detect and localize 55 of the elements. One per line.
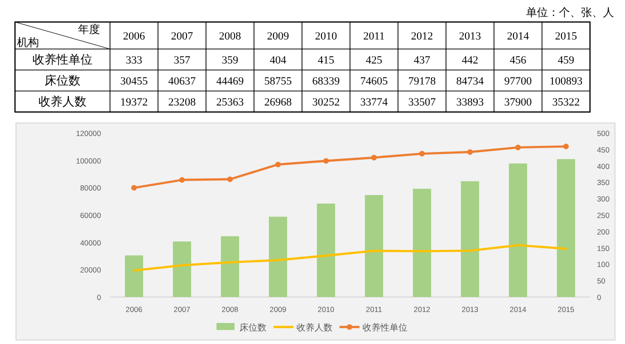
point (179, 177, 185, 183)
data-label: 35322 (552, 96, 580, 108)
data-label: 456 (510, 54, 527, 66)
point (419, 150, 425, 156)
legend-label: 收养性单位 (362, 322, 408, 332)
data-label: 33774 (360, 96, 388, 108)
data-label: 30455 (120, 76, 148, 88)
bar (316, 204, 336, 297)
data-label: 437 (414, 54, 431, 66)
data-label: 79178 (408, 76, 436, 88)
data-label: 30252 (312, 96, 340, 108)
bar (460, 181, 480, 297)
data-label: 19372 (120, 96, 148, 108)
point (515, 144, 521, 150)
data-label: 415 (318, 54, 335, 66)
data-table: 年度 机构 2006 2007 2008 2009 2010 2011 2012 2013 2014 2015 收养性单位 333 357 359 404 415 425 437 442 456 459 床位数 30455 40637 44469 58755 68339 74605 79178 84734 97700 100893 收养人数 19372 23208 25363 26968 30252 33774 33507 33893 37900 35322 (14, 21, 591, 113)
point (371, 154, 377, 160)
bar (412, 188, 432, 297)
data-label: 26968 (264, 96, 292, 108)
data-label: 333 (126, 54, 143, 66)
data-label: 425 (366, 54, 383, 66)
legend-label: 床位数 (240, 322, 266, 332)
data-label: 97700 (504, 76, 532, 88)
bar (220, 236, 240, 297)
point (467, 149, 473, 155)
data-label: 359 (222, 54, 239, 66)
data-label: 357 (174, 54, 191, 66)
data-label: 44469 (216, 76, 244, 88)
data-label: 404 (270, 54, 287, 66)
data-label: 40637 (168, 76, 196, 88)
data-label: 37900 (504, 96, 532, 108)
data-label: 84734 (456, 76, 484, 88)
point (563, 144, 569, 150)
data-label: 459 (558, 54, 575, 66)
bar (364, 195, 384, 297)
point (323, 158, 329, 164)
data-label: 23208 (168, 96, 196, 108)
text: 单位：个、张、人 (526, 6, 614, 19)
data-label: 58755 (264, 76, 292, 88)
point (227, 176, 233, 182)
bar (556, 159, 576, 297)
bar (508, 163, 528, 297)
data-label: 33507 (408, 96, 436, 108)
data-label: 100893 (550, 76, 583, 88)
bar (268, 216, 288, 297)
data-label: 33893 (456, 96, 484, 108)
data-label: 25363 (216, 96, 244, 108)
data-label: 442 (462, 54, 478, 66)
bar (172, 241, 192, 297)
data-label: 74605 (360, 76, 388, 88)
point (131, 184, 137, 191)
data-label: 68339 (312, 76, 340, 88)
point (275, 162, 281, 168)
bar (124, 255, 144, 297)
legend-label: 收养人数 (296, 322, 332, 332)
